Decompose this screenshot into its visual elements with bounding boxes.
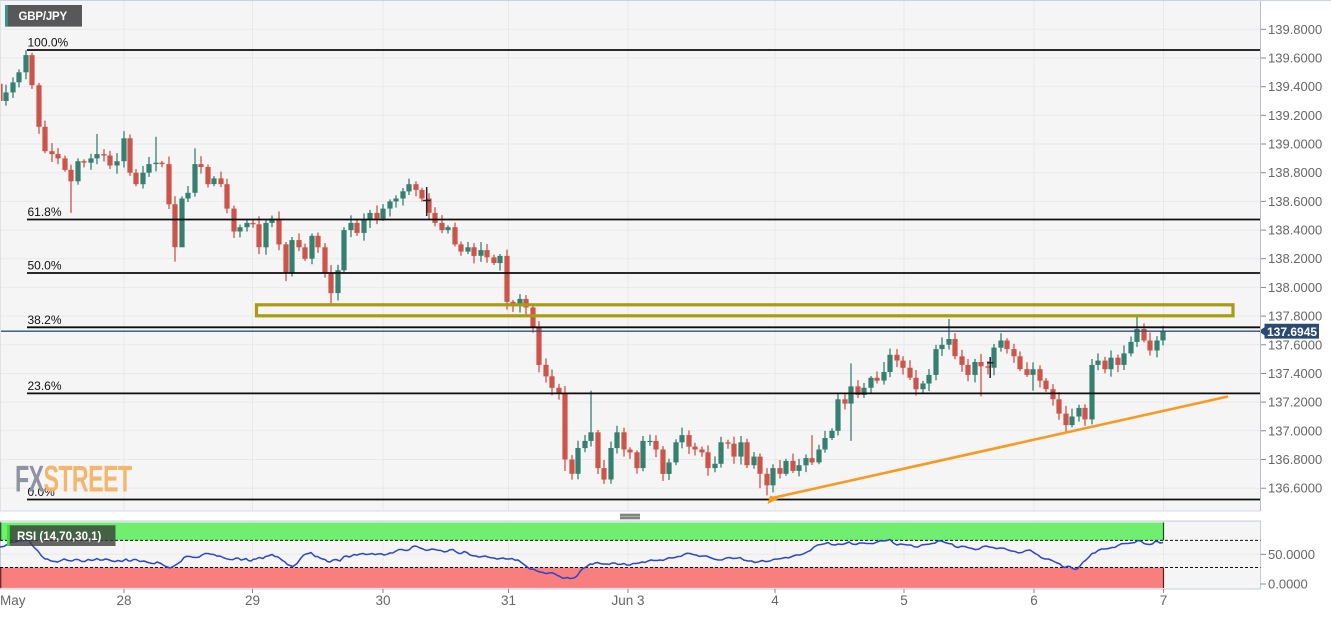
svg-text:137.4000: 137.4000 xyxy=(1268,366,1322,381)
svg-text:61.8%: 61.8% xyxy=(28,205,62,219)
svg-text:137.8000: 137.8000 xyxy=(1268,309,1322,324)
svg-text:29: 29 xyxy=(245,593,260,608)
svg-text:0.0%: 0.0% xyxy=(28,485,56,499)
svg-text:38.2%: 38.2% xyxy=(28,313,62,327)
svg-text:7: 7 xyxy=(1160,593,1168,608)
svg-text:May: May xyxy=(0,593,26,608)
svg-text:139.8000: 139.8000 xyxy=(1268,22,1322,37)
svg-text:5: 5 xyxy=(900,593,908,608)
svg-text:4: 4 xyxy=(771,593,779,608)
svg-text:RSI (14,70,30,1): RSI (14,70,30,1) xyxy=(17,531,102,543)
svg-text:GBP/JPY: GBP/JPY xyxy=(19,11,68,23)
svg-text:139.2000: 139.2000 xyxy=(1268,108,1322,123)
svg-text:Jun 3: Jun 3 xyxy=(611,593,644,608)
svg-text:136.8000: 136.8000 xyxy=(1268,452,1322,467)
svg-text:138.6000: 138.6000 xyxy=(1268,194,1322,209)
svg-text:138.2000: 138.2000 xyxy=(1268,251,1322,266)
svg-text:137.0000: 137.0000 xyxy=(1268,423,1322,438)
svg-text:137.2000: 137.2000 xyxy=(1268,395,1322,410)
svg-text:136.6000: 136.6000 xyxy=(1268,481,1322,496)
svg-text:0.0000: 0.0000 xyxy=(1268,577,1308,592)
svg-text:139.0000: 139.0000 xyxy=(1268,137,1322,152)
svg-text:138.8000: 138.8000 xyxy=(1268,165,1322,180)
svg-text:138.0000: 138.0000 xyxy=(1268,280,1322,295)
svg-text:50.0%: 50.0% xyxy=(28,259,62,273)
svg-text:23.6%: 23.6% xyxy=(28,379,62,393)
svg-text:50.0000: 50.0000 xyxy=(1268,547,1315,562)
svg-text:137.6945: 137.6945 xyxy=(1267,325,1317,339)
svg-text:139.6000: 139.6000 xyxy=(1268,51,1322,66)
svg-text:FXSTREET: FXSTREET xyxy=(15,458,132,500)
svg-text:138.4000: 138.4000 xyxy=(1268,223,1322,238)
svg-text:31: 31 xyxy=(501,593,516,608)
svg-text:100.0%: 100.0% xyxy=(28,36,69,50)
svg-text:28: 28 xyxy=(116,593,131,608)
svg-text:6: 6 xyxy=(1030,593,1038,608)
svg-text:30: 30 xyxy=(375,593,390,608)
svg-text:137.6000: 137.6000 xyxy=(1268,337,1322,352)
svg-text:139.4000: 139.4000 xyxy=(1268,79,1322,94)
